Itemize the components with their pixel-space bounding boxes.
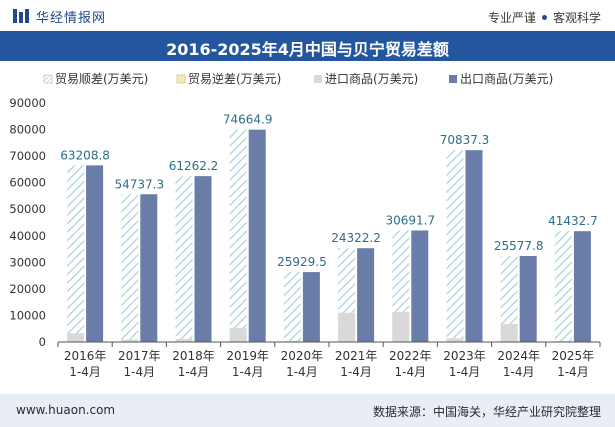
huajing-logo-icon: [13, 9, 29, 23]
footer-website: www.huaon.com: [16, 403, 116, 417]
import-bar: [121, 339, 139, 342]
footer-source: 数据来源：中国海关，华经产业研究院整理: [372, 405, 601, 419]
surplus-data-label: 61262.2: [169, 159, 219, 173]
surplus-bar: [283, 272, 301, 342]
x-tick-label: 2025年: [552, 349, 595, 363]
x-tick-label: 2021年: [335, 349, 378, 363]
x-tick-label: 2022年: [389, 349, 432, 363]
export-bar: [248, 129, 266, 342]
export-bar: [86, 165, 104, 342]
x-tick-label: 2017年: [118, 349, 161, 363]
legend-label: 进口商品(万美元): [325, 71, 418, 86]
surplus-bar: [175, 176, 193, 342]
x-tick-label: 2019年: [226, 349, 269, 363]
import-bar: [67, 333, 85, 342]
export-bar: [194, 176, 212, 342]
legend-label: 贸易顺差(万美元): [55, 72, 148, 86]
surplus-data-label: 63208.8: [60, 148, 110, 162]
x-tick-label: 1-4月: [232, 365, 264, 379]
x-tick-label: 2024年: [497, 349, 540, 363]
y-tick-label: 30000: [9, 255, 46, 269]
footer-bar: www.huaon.com 数据来源：中国海关，华经产业研究院整理: [0, 394, 615, 427]
x-tick-label: 1-4月: [449, 365, 481, 379]
surplus-data-label: 25929.5: [277, 255, 327, 269]
surplus-data-label: 70837.3: [440, 133, 490, 147]
y-tick-label: 80000: [9, 123, 46, 137]
x-tick-label: 1-4月: [286, 365, 318, 379]
x-axis: 2016年 1-4月 2017年 1-4月 2018年 1-4月 2019年 1-4月 2020…: [57, 341, 601, 379]
surplus-bar: [121, 194, 139, 342]
import-bar: [175, 338, 193, 342]
export-bar: [519, 256, 537, 342]
surplus-bar: [67, 165, 85, 342]
surplus-data-label: 25577.8: [494, 239, 544, 253]
import-bar: [229, 327, 247, 342]
export-bar: [302, 272, 320, 342]
import-bar: [500, 323, 518, 342]
surplus-data-label: 54737.3: [114, 177, 164, 191]
surplus-bar: [554, 231, 572, 342]
x-tick-label: 2016年: [64, 349, 107, 363]
export-bar: [411, 230, 429, 342]
slogan-left: 专业严谨: [487, 11, 536, 25]
legend-swatch: [449, 75, 457, 83]
y-tick-label: 20000: [9, 282, 46, 296]
legend: 贸易顺差(万美元) 贸易逆差(万美元) 进口商品(万美元) 出口商品(万美元): [43, 71, 553, 86]
chart-title: 2016-2025年4月中国与贝宁贸易差额: [166, 40, 449, 59]
import-bar: [283, 340, 301, 342]
surplus-bar: [500, 256, 518, 342]
import-bar: [446, 338, 464, 342]
export-bar: [465, 150, 483, 342]
brand-name: 华经情报网: [36, 10, 107, 26]
legend-swatch: [176, 74, 186, 84]
legend-swatch: [43, 74, 53, 84]
legend-label: 出口商品(万美元): [460, 71, 553, 86]
surplus-bar: [446, 150, 464, 342]
slogan: 专业严谨 客观科学: [488, 9, 601, 26]
y-tick-label: 70000: [9, 149, 46, 163]
y-axis: 0 10000 20000 30000 40000 50000 60000 70000 8000…: [9, 96, 46, 349]
y-tick-label: 10000: [9, 308, 46, 322]
surplus-bar: [229, 129, 247, 342]
x-tick-label: 1-4月: [123, 365, 155, 379]
x-tick-label: 1-4月: [503, 365, 535, 379]
export-bar: [140, 194, 158, 342]
y-tick-label: 90000: [9, 96, 46, 110]
slogan-right: 客观科学: [552, 11, 601, 25]
surplus-data-label: 74664.9: [223, 113, 273, 127]
x-tick-label: 1-4月: [69, 365, 101, 379]
legend-swatch: [314, 75, 322, 83]
brand: 华经情报网: [12, 7, 107, 26]
legend-label: 贸易逆差(万美元): [188, 71, 281, 86]
y-tick-label: 40000: [9, 229, 46, 243]
import-bar: [392, 311, 410, 342]
import-bar: [338, 312, 356, 342]
y-tick-label: 50000: [9, 202, 46, 216]
y-tick-label: 60000: [9, 176, 46, 190]
x-tick-label: 1-4月: [394, 365, 426, 379]
x-tick-label: 2020年: [281, 349, 324, 363]
surplus-data-label: 41432.7: [548, 214, 598, 228]
export-bar: [357, 248, 375, 342]
x-tick-label: 1-4月: [178, 365, 210, 379]
bullet-dot-icon: [541, 15, 547, 20]
x-tick-label: 1-4月: [557, 365, 589, 379]
x-tick-label: 2023年: [443, 349, 486, 363]
bars: 63208.8 54737.3 61262.2 74664.9 25929.5 24322…: [60, 113, 598, 342]
y-tick-label: 0: [39, 335, 46, 349]
x-tick-label: 2018年: [172, 349, 215, 363]
top-bar: 华经情报网 专业严谨 客观科学: [0, 0, 615, 30]
chart-svg: 贸易顺差(万美元) 贸易逆差(万美元) 进口商品(万美元) 出口商品(万美元) 0 10…: [9, 71, 601, 379]
surplus-data-label: 24322.2: [331, 231, 381, 245]
title-bar: 2016-2025年4月中国与贝宁贸易差额: [0, 31, 615, 61]
x-tick-label: 1-4月: [340, 365, 372, 379]
export-bar: [573, 231, 591, 342]
surplus-data-label: 30691.7: [385, 213, 435, 227]
